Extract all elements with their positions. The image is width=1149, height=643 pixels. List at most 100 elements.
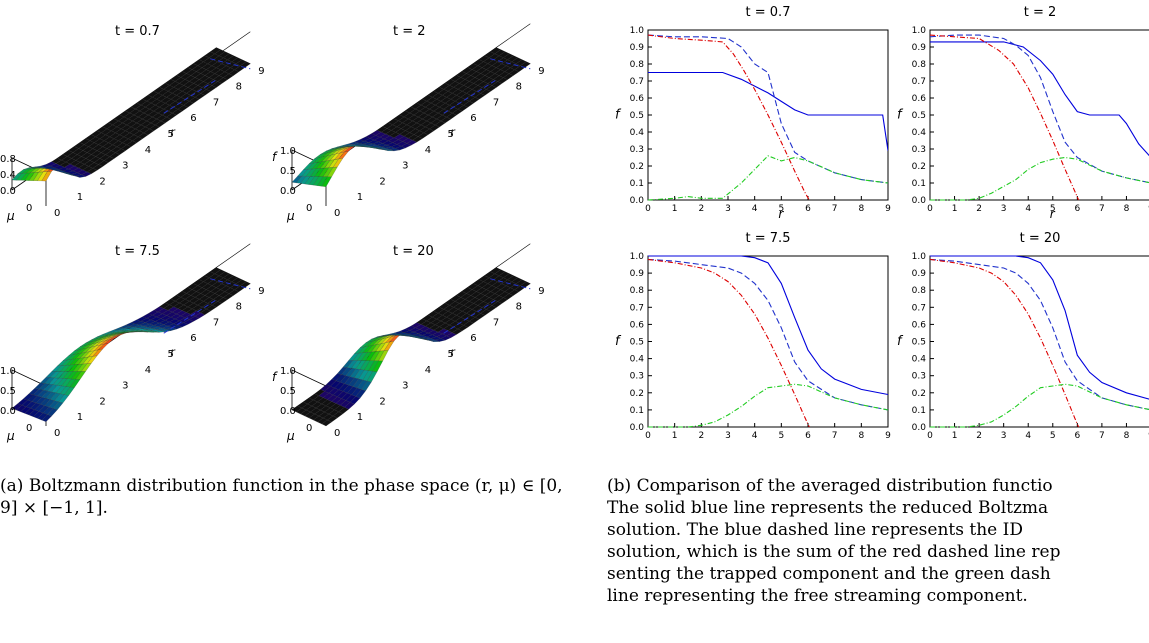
r-axis-label: r (170, 345, 176, 358)
r-tick-label: 4 (145, 365, 151, 376)
y-tick-label: 0.9 (630, 43, 645, 53)
mu-axis-label: μ (6, 429, 15, 443)
y-tick-label: 0.6 (912, 94, 927, 104)
r-tick-label: 8 (236, 82, 242, 93)
y-tick-label: 0.7 (912, 77, 926, 87)
caption-a-text: Boltzmann distribution function in the p… (0, 476, 563, 518)
surface-box-side (11, 157, 47, 206)
x-tick-label: 9 (885, 431, 891, 441)
series-line-dashdot-red (930, 258, 1080, 428)
f-axis-label: f (272, 150, 278, 164)
surface-title-4: t = 20 (393, 244, 434, 259)
f-tick-label: 0.0 (0, 186, 16, 197)
y-tick-label: 0.0 (630, 423, 645, 433)
series-line-dashdot-green (648, 383, 888, 428)
x-tick-label: 1 (952, 204, 958, 214)
y-tick-label: 0.4 (630, 128, 645, 138)
y-tick-label: 0.4 (912, 355, 927, 365)
surface-title-3: t = 7.5 (115, 244, 160, 259)
x-tick-label: 0 (927, 431, 933, 441)
series-line-dashdot-green (648, 155, 888, 201)
caption-b-line-4: solution, which is the sum of the red da… (607, 542, 1061, 562)
f-tick-label: 1.0 (280, 146, 296, 157)
x-axis-label: r (1050, 207, 1056, 221)
y-axis-label: f (615, 107, 622, 122)
x-tick-label: 3 (725, 431, 731, 441)
x-tick-label: 4 (752, 204, 758, 214)
surface-plots: 0123456789r0.80.40.0f0μ0123456789r1.00.5… (0, 23, 545, 443)
figure-b: t = 0.7 0.0 0.1 0.2 0.3 0.4 0.5 0.6 0.7 0.8 0.9 1.0… (600, 0, 1149, 450)
x-tick-label: 2 (698, 204, 704, 214)
y-tick-label: 0.4 (912, 128, 927, 138)
y-tick-label: 0.9 (630, 269, 645, 279)
y-tick-label: 0.4 (630, 355, 645, 365)
x-tick-label: 5 (1050, 431, 1056, 441)
mu-tick-label: 0 (26, 203, 32, 214)
y-tick-label: 0.5 (912, 111, 926, 121)
x-tick-label: 1 (952, 431, 958, 441)
mu-axis-label: μ (6, 209, 15, 223)
y-tick-label: 1.0 (912, 26, 927, 36)
line-chart-title-4: t = 20 (1020, 231, 1061, 246)
surface-title-1: t = 0.7 (115, 24, 160, 39)
y-tick-label: 0.1 (912, 406, 926, 416)
x-tick-label: 7 (1099, 204, 1105, 214)
x-tick-label: 4 (752, 431, 758, 441)
y-tick-label: 0.8 (912, 60, 927, 70)
line-chart-4: t = 20 0.0 0.1 0.2 0.3 0.4 0.5 0.6 0.7 0.8 0.9 1.0 0… (897, 231, 1149, 441)
f-tick-label: 0.4 (0, 170, 16, 181)
y-tick-label: 0.5 (630, 338, 644, 348)
x-tick-label: 6 (1074, 431, 1080, 441)
x-tick-label: 4 (1025, 204, 1031, 214)
x-tick-label: 1 (672, 204, 678, 214)
f-tick-label: 0.5 (0, 386, 16, 397)
r-tick-label: 6 (190, 113, 196, 124)
y-tick-label: 0.8 (630, 286, 645, 296)
r-tick-label: 7 (213, 317, 219, 328)
x-tick-label: 6 (1074, 204, 1080, 214)
r-tick-label: 8 (516, 302, 522, 313)
r-tick-label: 2 (379, 396, 385, 407)
y-tick-label: 0.1 (912, 179, 926, 189)
line-chart-1: t = 0.7 0.0 0.1 0.2 0.3 0.4 0.5 0.6 0.7 0.8 0.9 1.0… (615, 5, 891, 221)
r-tick-label: 5 (168, 129, 174, 140)
x-tick-label: 8 (858, 431, 864, 441)
caption-b-line-3: solution. The blue dashed line represent… (607, 520, 1023, 540)
y-tick-label: 0.3 (630, 372, 644, 382)
ridge-line (443, 299, 497, 334)
x-tick-label: 3 (1001, 431, 1007, 441)
series-line-dashdot-red (930, 34, 1080, 201)
surface-title-2: t = 2 (393, 24, 426, 39)
line-chart-title-2: t = 2 (1024, 5, 1057, 20)
x-tick-label: 8 (1124, 431, 1130, 441)
series-line-dashdot-green (930, 156, 1149, 201)
x-tick-label: 5 (778, 204, 784, 214)
r-tick-label: 9 (538, 286, 544, 297)
r-tick-label: 5 (448, 349, 454, 360)
caption-a-tag: (a) (0, 476, 24, 496)
caption-b-line-6: line representing the free streaming com… (607, 586, 1028, 606)
r-tick-label: 2 (379, 176, 385, 187)
mu-axis-label: μ (286, 429, 295, 443)
x-tick-label: 0 (645, 204, 651, 214)
r-axis-label: r (450, 125, 456, 138)
f-tick-label: 0.0 (280, 406, 296, 417)
y-axis-label: f (615, 334, 622, 349)
x-tick-label: 5 (778, 431, 784, 441)
x-tick-label: 8 (858, 204, 864, 214)
r-tick-label: 5 (168, 349, 174, 360)
x-tick-label: 0 (645, 431, 651, 441)
x-tick-label: 9 (885, 204, 891, 214)
line-chart-title-3: t = 7.5 (746, 231, 791, 246)
x-tick-label: 6 (805, 431, 811, 441)
y-tick-label: 1.0 (630, 252, 645, 262)
series-line-solid-blue (648, 71, 888, 151)
r-tick-label: 0 (334, 208, 340, 219)
r-tick-label: 3 (122, 381, 128, 392)
plot-frame (647, 255, 889, 428)
r-tick-label: 1 (357, 192, 363, 203)
series-line-dashdot-green (930, 383, 1149, 428)
r-tick-label: 3 (402, 161, 408, 172)
